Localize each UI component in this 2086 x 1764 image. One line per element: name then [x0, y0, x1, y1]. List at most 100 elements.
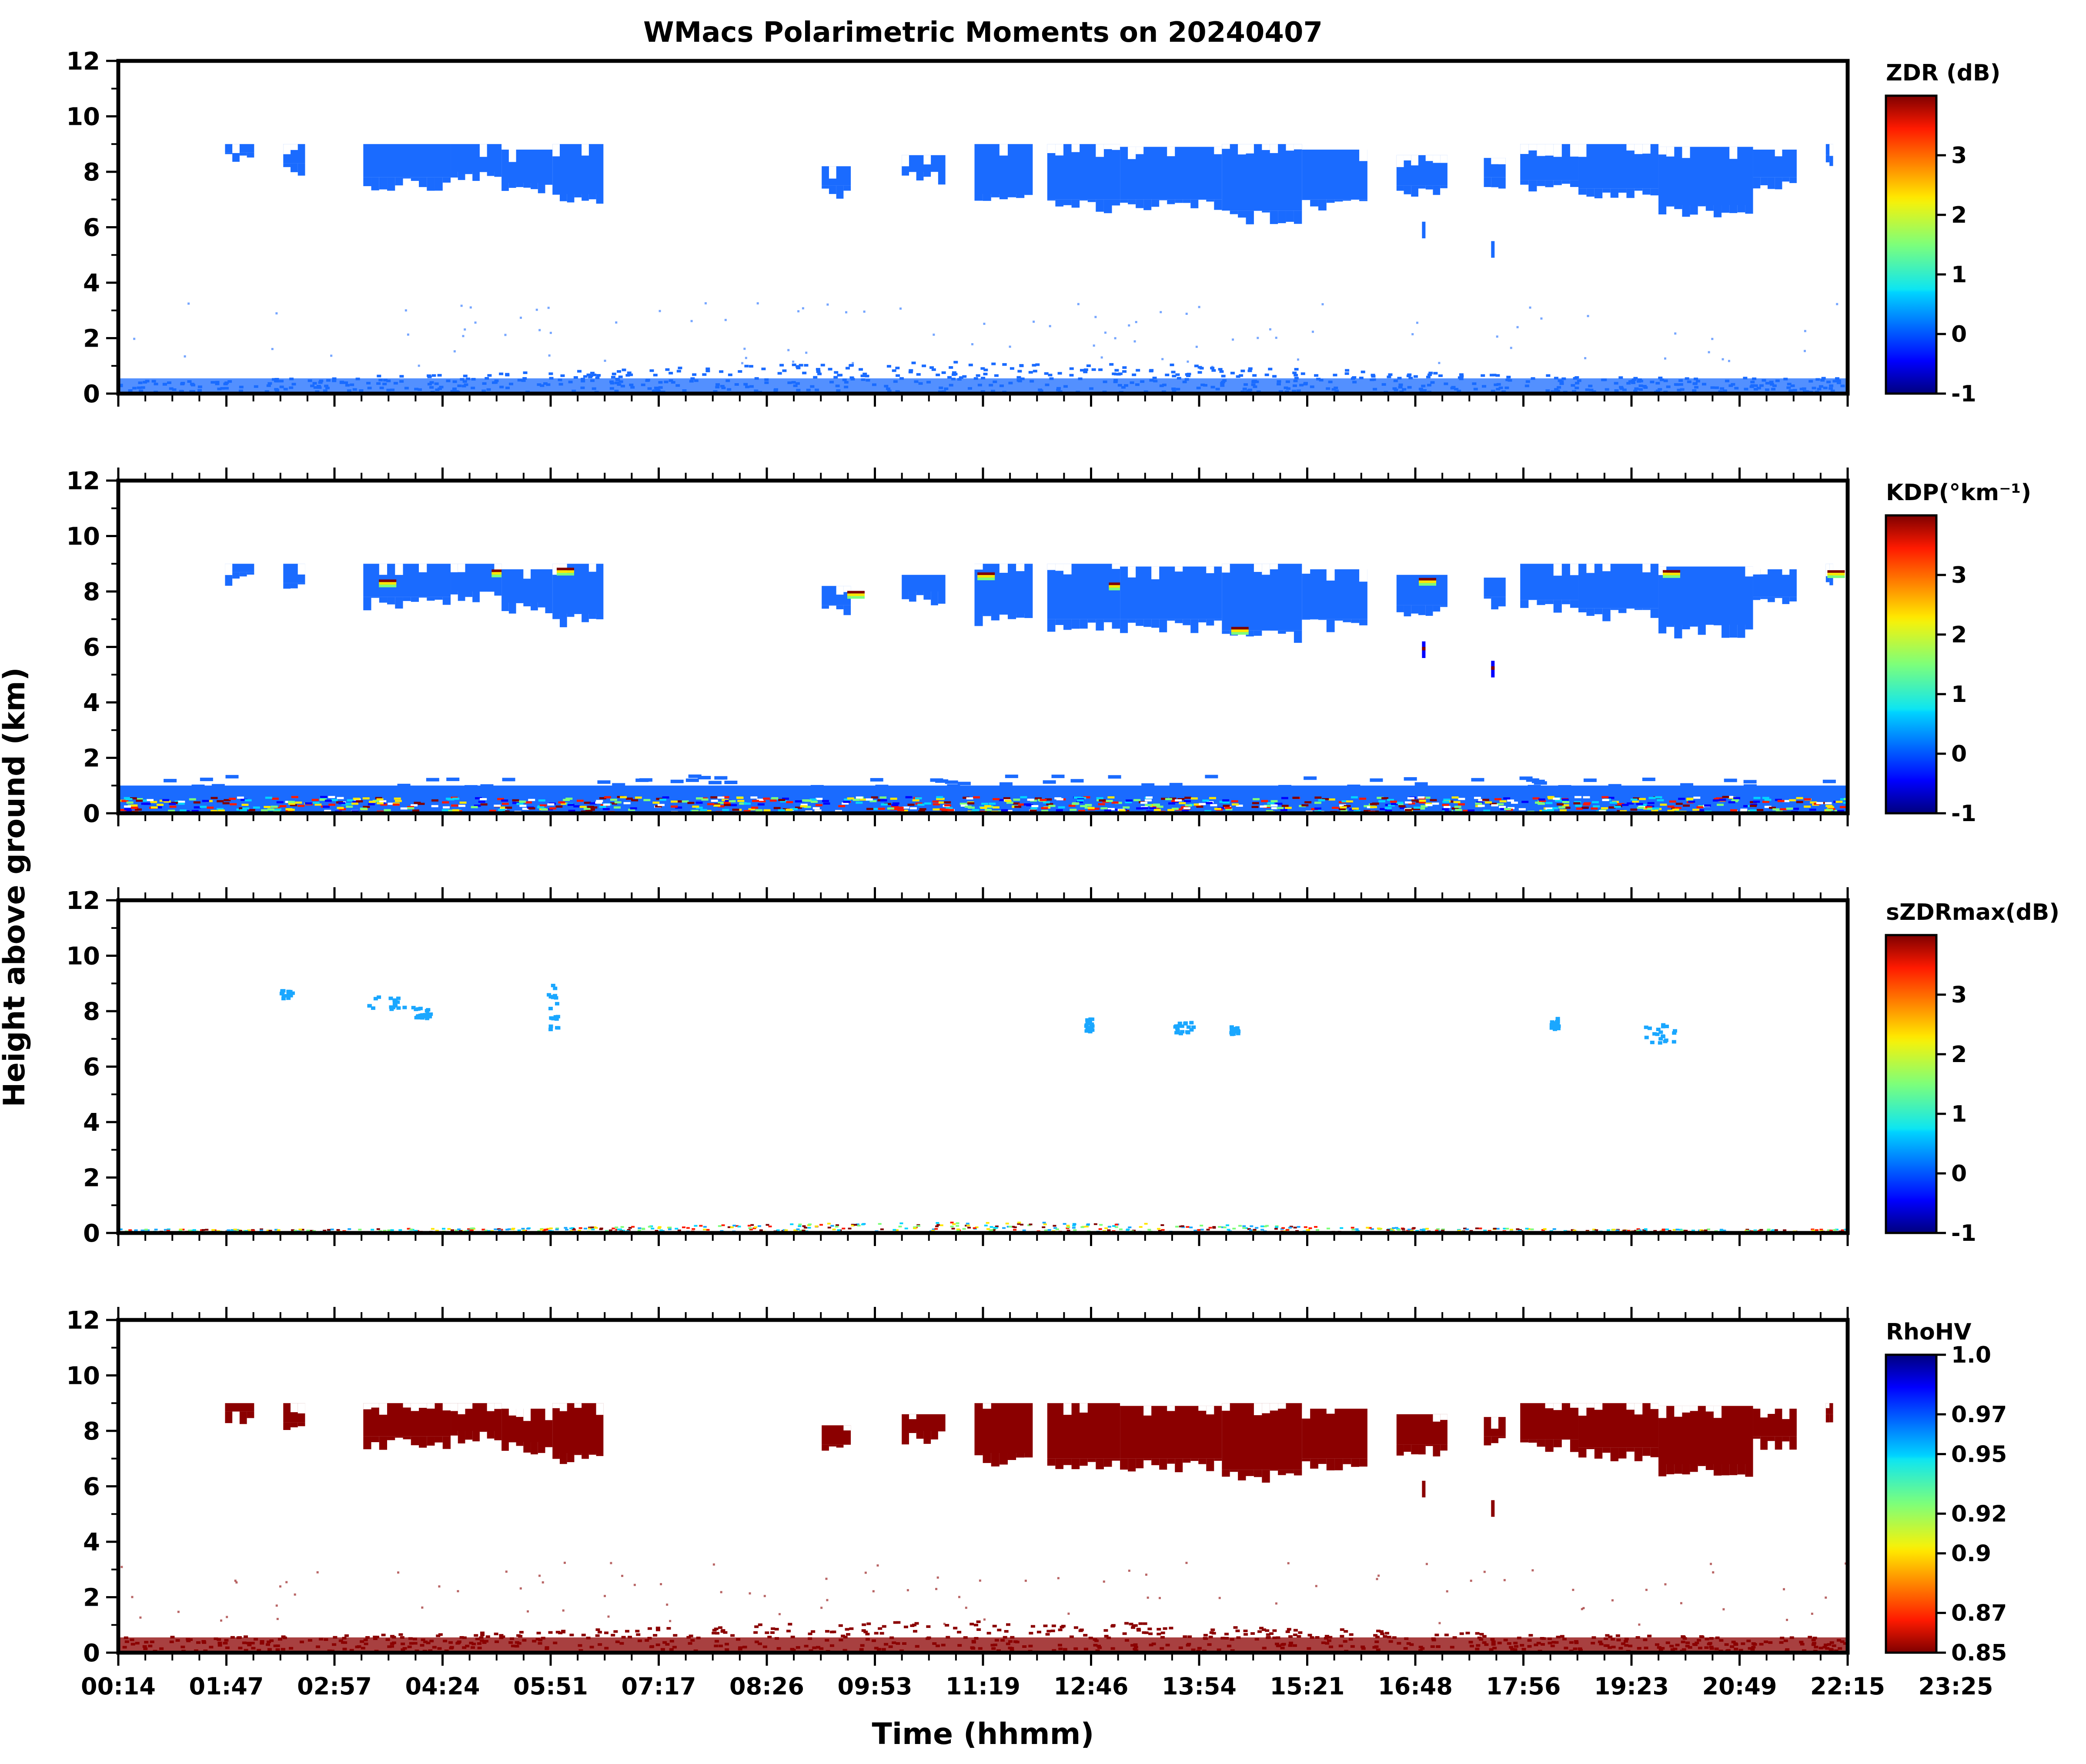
low-layer-echo — [1674, 807, 1682, 809]
scatter-echo — [275, 1604, 278, 1607]
low-layer-echo — [1091, 368, 1096, 371]
low-layer-echo — [919, 808, 926, 811]
cloud-echo-edge — [1594, 608, 1603, 615]
low-layer-echo — [200, 805, 207, 808]
low-layer-echo — [1030, 807, 1038, 810]
low-layer-echo — [1076, 801, 1083, 803]
cloud-echo-edge — [1553, 180, 1562, 185]
low-layer-echo — [1096, 797, 1103, 799]
low-layer-echo — [788, 1623, 792, 1626]
cloud-echo-edge — [371, 177, 379, 190]
low-layer-echo — [487, 1230, 491, 1232]
low-layer-echo — [938, 808, 946, 811]
low-layer-echo — [155, 806, 162, 808]
low-layer-echo — [1351, 1226, 1354, 1229]
cloud-echo-edge — [1825, 1414, 1830, 1423]
low-layer-echo — [1158, 1229, 1162, 1232]
cloud-echo-gap — [1326, 569, 1335, 581]
low-layer-echo — [1815, 1229, 1819, 1231]
low-layer-echo — [686, 1227, 690, 1229]
low-layer-echo — [1114, 373, 1119, 376]
szdr-echo — [1189, 1021, 1194, 1025]
low-layer-echo — [811, 1630, 816, 1633]
low-layer-echo — [412, 809, 419, 812]
szdr-echo — [1085, 1021, 1090, 1025]
low-layer-echo — [1478, 805, 1485, 807]
colorbar-title: sZDRmax(dB) — [1886, 899, 2059, 925]
cloud-echo-edge — [999, 1453, 1008, 1465]
low-layer-echo — [946, 807, 953, 809]
colorbar-tick-label: 0 — [1951, 741, 1967, 767]
scatter-echo — [826, 1599, 829, 1601]
low-layer-echo — [1390, 800, 1397, 803]
low-layer-echo — [480, 1631, 485, 1634]
low-layer-echo — [1294, 377, 1299, 380]
low-layer-echo — [1156, 805, 1163, 808]
low-layer-echo — [794, 1229, 798, 1232]
cloud-echo-edge — [458, 1431, 465, 1443]
low-layer-echo — [1653, 1230, 1657, 1232]
low-layer-echo — [1011, 1226, 1015, 1228]
low-layer-echo — [1417, 796, 1425, 799]
cloud-echo-edge — [1767, 597, 1775, 602]
cloud-echo-edge — [479, 1431, 487, 1432]
cloud-echo-edge — [1024, 614, 1033, 618]
cloud-echo-edge — [1262, 210, 1270, 213]
scatter-echo — [538, 329, 541, 331]
colorbar-title: ZDR (dB) — [1886, 60, 2000, 86]
cloud-echo-edge — [451, 172, 458, 178]
low-layer-echo — [852, 798, 860, 801]
cloud-echo-edge — [1829, 1414, 1833, 1423]
low-layer-echo — [1554, 377, 1558, 380]
low-layer-echo — [871, 808, 879, 810]
low-layer-echo — [1571, 1229, 1575, 1231]
y-tick-label: 4 — [83, 1528, 100, 1557]
low-layer-echo — [1118, 372, 1123, 375]
low-layer-echo — [368, 803, 375, 805]
low-layer-echo — [1247, 369, 1252, 372]
scatter-echo — [1049, 325, 1051, 327]
low-layer-echo — [1267, 802, 1274, 805]
cloud-echo-edge — [403, 597, 411, 601]
scatter-echo — [825, 1577, 828, 1580]
kdp-hotspot — [556, 573, 574, 576]
cloud-echo-gap — [545, 1409, 553, 1420]
low-layer-echo — [712, 1629, 717, 1632]
cloud-echo-edge — [501, 1442, 509, 1451]
low-layer-echo — [1224, 807, 1232, 809]
low-layer-echo — [942, 808, 949, 811]
scatter-echo — [743, 347, 746, 350]
low-layer-echo — [694, 1225, 698, 1227]
low-layer-echo — [1691, 1229, 1695, 1232]
scatter-echo — [1638, 1623, 1641, 1626]
szdr-echo — [1658, 1041, 1662, 1045]
cloud-echo-gap — [298, 564, 305, 575]
cloud-echo-edge — [239, 572, 247, 577]
low-layer-echo — [756, 798, 764, 801]
low-layer-echo — [301, 1229, 304, 1231]
low-layer-echo — [377, 374, 381, 378]
cloud-echo-gap — [451, 1403, 458, 1411]
cloud-echo-gap — [487, 1403, 495, 1411]
low-layer-echo — [668, 1228, 672, 1230]
low-layer-echo — [677, 1229, 681, 1232]
x-tick-label: 08:26 — [729, 1673, 804, 1700]
low-layer-echo — [1743, 377, 1748, 380]
szdr-echo — [1552, 1022, 1557, 1026]
cloud-echo-edge — [1128, 619, 1136, 623]
low-layer-echo — [786, 808, 793, 811]
low-layer-echo — [1141, 783, 1155, 787]
low-layer-echo — [757, 1225, 761, 1227]
low-layer-echo — [924, 802, 932, 805]
cloud-echo-gap — [1545, 1403, 1554, 1409]
low-layer-echo — [896, 1621, 901, 1624]
low-layer-echo — [1643, 807, 1650, 810]
low-layer-echo — [1442, 804, 1449, 806]
y-tick-label: 8 — [83, 578, 100, 606]
szdr-echo — [1191, 1026, 1196, 1029]
cloud-echo — [363, 564, 451, 597]
low-layer-echo — [555, 1228, 559, 1230]
cloud-echo — [1578, 1403, 1659, 1448]
scatter-echo — [1664, 357, 1666, 360]
